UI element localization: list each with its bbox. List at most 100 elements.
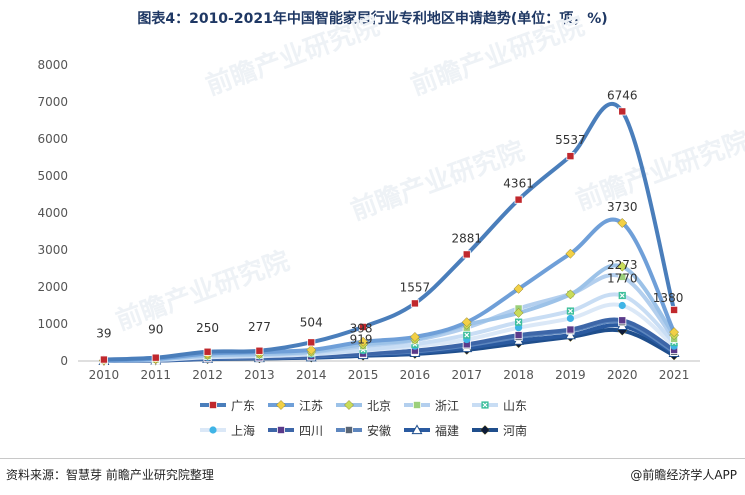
x-tick-label: 2010 bbox=[89, 368, 120, 382]
data-point-广东 bbox=[255, 346, 264, 355]
data-label: 1770 bbox=[607, 272, 638, 286]
legend-label: 浙江 bbox=[435, 399, 459, 413]
x-tick-label: 2021 bbox=[659, 368, 690, 382]
data-point-广东 bbox=[670, 305, 679, 314]
data-point-广东 bbox=[307, 338, 316, 347]
y-tick-label: 1000 bbox=[37, 317, 68, 331]
chart-title: 图表4：2010-2021年中国智能家居行业专利地区申请趋势(单位：项，%) bbox=[137, 11, 608, 27]
data-label: 3730 bbox=[607, 200, 638, 214]
legend-item-四川: 四川 bbox=[268, 424, 323, 438]
data-point-广东 bbox=[618, 107, 627, 116]
data-point-广东 bbox=[203, 347, 212, 356]
x-tick-label: 2011 bbox=[140, 368, 171, 382]
legend-item-山东: 山东 bbox=[472, 399, 527, 413]
legend-item-安徽: 安徽 bbox=[336, 423, 391, 438]
y-tick-label: 6000 bbox=[37, 132, 68, 146]
legend-marker bbox=[344, 425, 353, 434]
watermark-text: 前瞻产业研究院 bbox=[572, 125, 745, 216]
data-point-广东 bbox=[359, 322, 368, 331]
legend-marker bbox=[209, 426, 217, 434]
data-label: 1380 bbox=[653, 291, 684, 305]
watermark-text: 前瞻产业研究院 bbox=[347, 135, 529, 226]
data-label: 504 bbox=[300, 315, 323, 329]
legend-marker bbox=[481, 401, 489, 409]
data-point-北京 bbox=[617, 261, 628, 272]
legend-item-浙江: 浙江 bbox=[404, 399, 459, 413]
x-tick-label: 2014 bbox=[296, 368, 327, 382]
x-tick-label: 2013 bbox=[244, 368, 275, 382]
source-note: 资料来源：智慧芽 前瞻产业研究院整理 bbox=[6, 468, 214, 482]
data-point-广东 bbox=[514, 195, 523, 204]
data-point-广东 bbox=[566, 152, 575, 161]
legend-marker bbox=[480, 425, 490, 435]
legend-label: 四川 bbox=[299, 424, 323, 438]
data-point-江苏 bbox=[513, 283, 524, 294]
data-point-北京 bbox=[513, 307, 524, 318]
legend-label: 山东 bbox=[503, 399, 527, 413]
y-tick-label: 3000 bbox=[37, 243, 68, 257]
legend-item-江苏: 江苏 bbox=[268, 399, 323, 413]
data-label: 919 bbox=[350, 332, 373, 346]
marker-x bbox=[516, 319, 522, 325]
legend-marker bbox=[344, 400, 354, 410]
y-tick-label: 7000 bbox=[37, 95, 68, 109]
x-tick-label: 2016 bbox=[400, 368, 431, 382]
legend-marker bbox=[276, 425, 285, 434]
data-point-上海 bbox=[514, 324, 523, 332]
data-point-北京 bbox=[565, 289, 576, 300]
data-point-上海 bbox=[566, 314, 575, 323]
marker-x bbox=[567, 308, 573, 314]
legend-item-河南: 河南 bbox=[472, 423, 527, 438]
legend-item-广东: 广东 bbox=[200, 399, 255, 413]
y-tick-label: 5000 bbox=[37, 169, 68, 183]
data-label: 1557 bbox=[400, 280, 431, 294]
data-point-江苏 bbox=[617, 218, 628, 228]
legend-label: 安徽 bbox=[367, 423, 391, 438]
legend-item-上海: 上海 bbox=[200, 423, 255, 438]
legend-marker bbox=[411, 424, 423, 435]
watermark-text: 前瞻产业研究院 bbox=[407, 10, 589, 101]
y-tick-label: 4000 bbox=[37, 206, 68, 220]
credit-note: @前瞻经济学人APP bbox=[630, 468, 737, 482]
x-tick-label: 2020 bbox=[607, 368, 638, 382]
legend-marker bbox=[208, 400, 217, 409]
series-line-广东 bbox=[101, 101, 677, 362]
data-point-广东 bbox=[99, 355, 108, 364]
legend-label: 广东 bbox=[231, 399, 255, 413]
marker-x bbox=[464, 332, 470, 338]
series-layer bbox=[98, 101, 680, 366]
chart-axes: 0 1000 2000 3000 4000 5000 6000 7000 8000 2010 201… bbox=[37, 58, 700, 382]
marker-x bbox=[482, 402, 488, 408]
y-tick-label: 8000 bbox=[37, 58, 68, 72]
data-label: 250 bbox=[196, 321, 219, 335]
x-tick-label: 2012 bbox=[192, 368, 223, 382]
data-point-江苏 bbox=[358, 336, 369, 347]
data-point-四川 bbox=[566, 325, 575, 334]
y-tick-label: 2000 bbox=[37, 280, 68, 294]
legend-item-福建: 福建 bbox=[404, 423, 459, 438]
y-tick-label: 0 bbox=[60, 354, 68, 368]
watermark-text: 前瞻产业研究院 bbox=[202, 10, 384, 101]
data-point-山东 bbox=[463, 331, 471, 339]
data-point-四川 bbox=[618, 316, 627, 325]
data-label: 398 bbox=[350, 321, 373, 335]
x-tick-label: 2015 bbox=[348, 368, 379, 382]
legend-label: 福建 bbox=[435, 423, 459, 438]
data-point-江苏 bbox=[461, 317, 472, 328]
legend-marker bbox=[412, 400, 421, 409]
data-label: 2273 bbox=[607, 258, 638, 272]
x-tick-label: 2017 bbox=[451, 368, 482, 382]
data-point-山东 bbox=[566, 307, 575, 315]
data-point-山东 bbox=[514, 318, 523, 326]
data-point-江苏 bbox=[306, 344, 317, 355]
legend-label: 北京 bbox=[367, 399, 391, 413]
legend-marker bbox=[276, 400, 286, 410]
data-label: 6746 bbox=[607, 88, 638, 102]
data-label: 4361 bbox=[503, 177, 534, 191]
legend-item-北京: 北京 bbox=[336, 399, 391, 413]
data-label: 90 bbox=[148, 323, 163, 337]
data-point-上海 bbox=[618, 301, 626, 310]
